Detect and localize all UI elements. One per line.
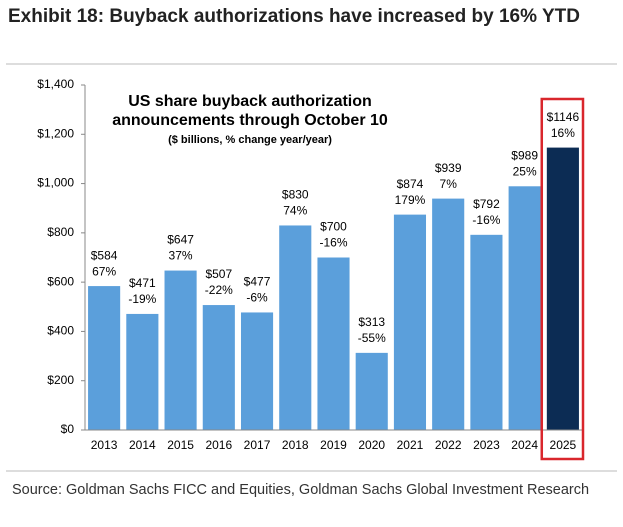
x-tick-label: 2023 (473, 438, 500, 452)
value-label: $989 (511, 148, 538, 162)
bar (88, 286, 121, 430)
change-label: 37% (169, 249, 193, 263)
change-label: -22% (205, 283, 233, 297)
x-tick-label: 2015 (167, 438, 194, 452)
value-label: $584 (91, 248, 118, 262)
bar (126, 313, 159, 430)
change-label: 16% (551, 126, 575, 140)
y-tick-label: $600 (47, 274, 74, 288)
x-tick-label: 2024 (511, 438, 538, 452)
value-label: $507 (205, 267, 232, 281)
change-label: 7% (440, 177, 458, 191)
value-label: $313 (358, 315, 385, 329)
bar (164, 270, 197, 430)
y-tick-label: $0 (61, 422, 75, 436)
x-tick-label: 2017 (244, 438, 271, 452)
value-label: $830 (282, 188, 309, 202)
bar (355, 352, 388, 430)
x-tick-label: 2016 (205, 438, 232, 452)
bar (240, 312, 274, 430)
x-tick-label: 2013 (91, 438, 118, 452)
value-label: $700 (320, 220, 347, 234)
chart-title: Exhibit 18: Buyback authorizations have … (8, 6, 580, 27)
y-tick-label: $1,400 (37, 77, 74, 91)
bar (317, 257, 350, 430)
x-tick-label: 2025 (550, 438, 577, 452)
change-label: -16% (319, 236, 347, 250)
value-label: $874 (397, 177, 424, 191)
value-label: $477 (244, 275, 271, 289)
x-tick-label: 2022 (435, 438, 462, 452)
change-label: -19% (128, 292, 156, 306)
y-tick-label: $400 (47, 324, 74, 338)
value-label: $1146 (547, 110, 580, 124)
bar (546, 147, 579, 431)
y-tick-label: $1,200 (37, 126, 74, 140)
inner-title: US share buyback authorization announcem… (112, 93, 388, 129)
y-tick-label: $800 (47, 225, 74, 239)
source-note: Source: Goldman Sachs FICC and Equities,… (12, 482, 590, 498)
change-label: -16% (472, 213, 500, 227)
value-label: $471 (129, 276, 156, 290)
value-label: $939 (435, 161, 462, 175)
change-label: 25% (513, 164, 537, 178)
x-tick-label: 2014 (129, 438, 156, 452)
value-label: $647 (167, 233, 194, 247)
x-tick-label: 2018 (282, 438, 309, 452)
x-tick-label: 2021 (397, 438, 424, 452)
bar (279, 225, 312, 430)
bar (470, 234, 503, 430)
y-tick-label: $200 (47, 373, 74, 387)
change-label: -6% (246, 291, 268, 305)
change-label: 179% (395, 193, 426, 207)
y-tick-label: $1,000 (37, 176, 74, 190)
highlight-box (540, 97, 585, 461)
bar (393, 214, 427, 430)
change-label: 67% (92, 264, 116, 278)
bar (508, 186, 541, 430)
subtitle: ($ billions, % change year/year) (168, 134, 332, 146)
x-tick-label: 2019 (320, 438, 347, 452)
change-label: -55% (358, 331, 386, 345)
bar (202, 305, 235, 430)
bar (432, 198, 465, 430)
value-label: $792 (473, 197, 500, 211)
change-label: 74% (283, 204, 307, 218)
x-tick-label: 2020 (358, 438, 385, 452)
